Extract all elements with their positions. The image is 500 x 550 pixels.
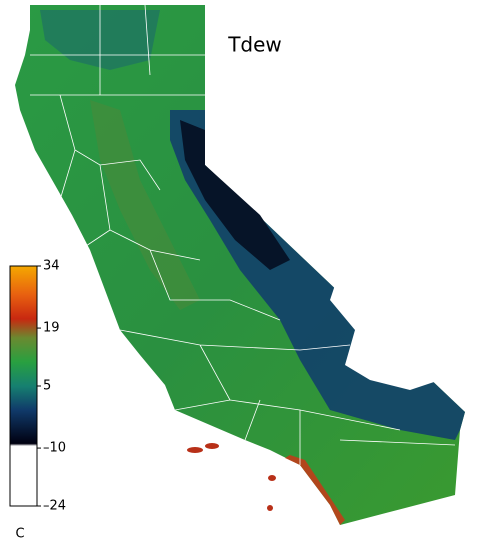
colorbar-tick-label: 34 bbox=[43, 259, 60, 274]
central-valley bbox=[90, 100, 200, 310]
colorbar-unit: C bbox=[15, 527, 24, 542]
map-title: Tdew bbox=[227, 33, 282, 57]
california-map bbox=[15, 4, 465, 525]
colorbar-tick-label: 5 bbox=[43, 379, 51, 394]
county-lines bbox=[30, 4, 456, 465]
colorbar: 34 19 5 –10 –24 bbox=[9, 259, 66, 514]
colorbar-tick-label: –10 bbox=[43, 441, 66, 456]
high-sierra bbox=[180, 120, 290, 270]
south-coast-warm bbox=[285, 455, 345, 525]
islands bbox=[187, 443, 276, 511]
colorbar-tick-label: –24 bbox=[43, 499, 66, 514]
desert-region bbox=[330, 270, 455, 390]
colorbar-scale bbox=[9, 265, 38, 507]
colorbar-tick-label: 19 bbox=[43, 321, 60, 336]
